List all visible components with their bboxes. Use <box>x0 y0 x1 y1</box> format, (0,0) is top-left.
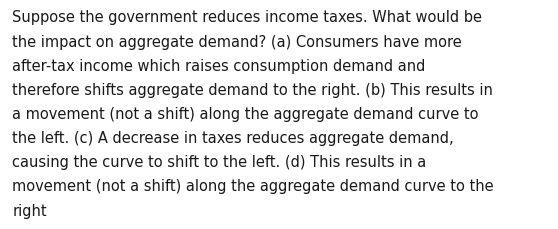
Text: therefore shifts aggregate demand to the right. (b) This results in: therefore shifts aggregate demand to the… <box>12 82 493 97</box>
Text: the left. (c) A decrease in taxes reduces aggregate demand,: the left. (c) A decrease in taxes reduce… <box>12 131 454 145</box>
Text: a movement (not a shift) along the aggregate demand curve to: a movement (not a shift) along the aggre… <box>12 106 479 121</box>
Text: movement (not a shift) along the aggregate demand curve to the: movement (not a shift) along the aggrega… <box>12 179 494 194</box>
Text: after-tax income which raises consumption demand and: after-tax income which raises consumptio… <box>12 58 426 73</box>
Text: right: right <box>12 203 47 218</box>
Text: Suppose the government reduces income taxes. What would be: Suppose the government reduces income ta… <box>12 10 482 25</box>
Text: the impact on aggregate demand? (a) Consumers have more: the impact on aggregate demand? (a) Cons… <box>12 34 462 49</box>
Text: causing the curve to shift to the left. (d) This results in a: causing the curve to shift to the left. … <box>12 155 426 169</box>
